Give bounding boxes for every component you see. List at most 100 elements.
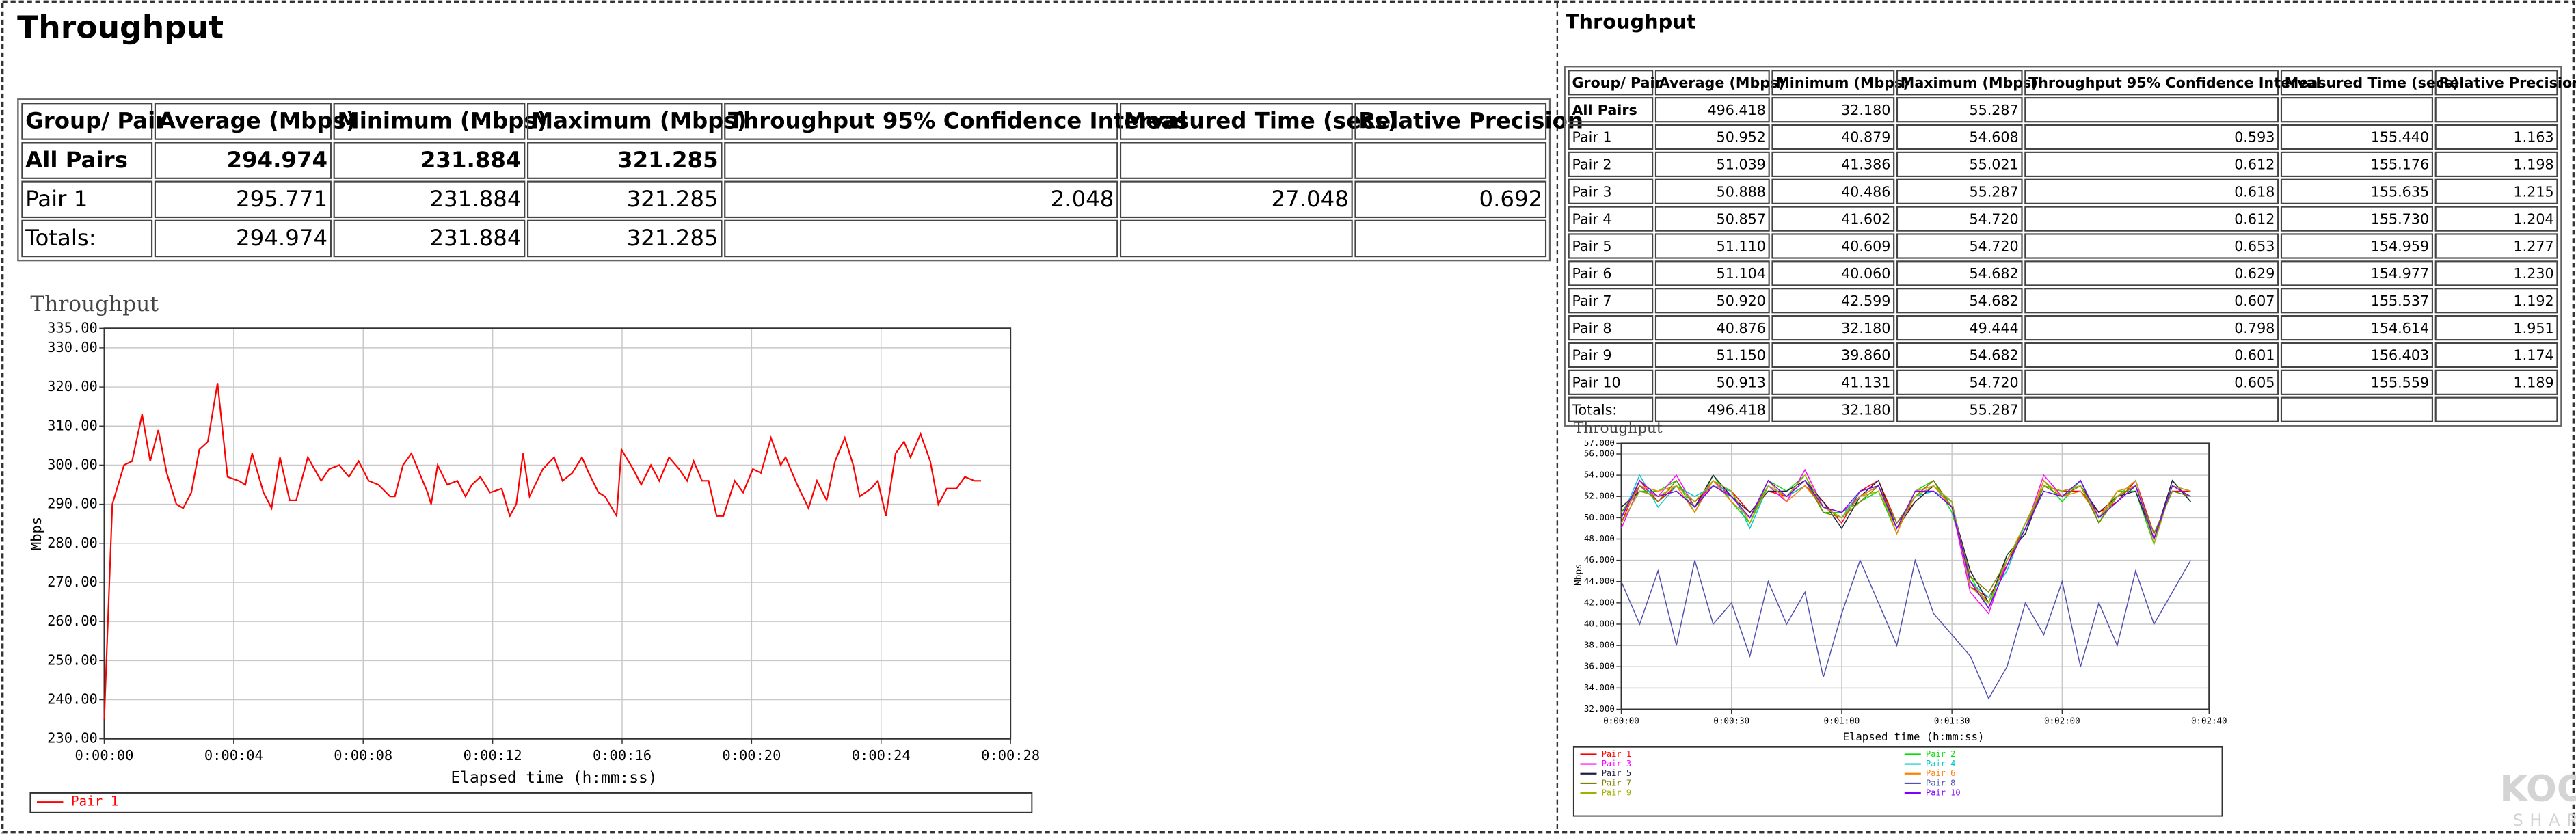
table-cell-text: 1.174 — [2514, 347, 2554, 364]
table-cell — [1354, 103, 1547, 140]
y-axis-label: Mbps — [28, 517, 44, 550]
table-cell-text: Totals: — [1571, 401, 1617, 418]
table-cell — [2024, 97, 2279, 123]
table-cell — [154, 103, 332, 140]
x-tick-label: 0:00:12 — [464, 747, 522, 764]
table-cell — [2280, 288, 2433, 314]
legend-box — [1572, 746, 2223, 817]
table-cell — [1654, 70, 1770, 96]
x-tick-label: 0:00:24 — [852, 747, 911, 764]
table-cell-text: 51.150 — [1717, 347, 1766, 364]
chart-title: Throughput — [30, 292, 159, 317]
table-cell — [1771, 97, 1895, 123]
plot-border — [1620, 442, 2210, 710]
y-tick-label: 52.000 — [1584, 491, 1615, 501]
table-cell — [526, 142, 723, 179]
y-tick-label: 300.00 — [47, 456, 98, 472]
table-header: Relative Precision — [2439, 75, 2576, 91]
table-cell-text: Pair 3 — [1572, 183, 1611, 200]
table-cell — [526, 103, 723, 140]
legend-label: Pair 4 — [1926, 759, 1955, 768]
table-cell — [1654, 369, 1770, 395]
series-line — [1620, 479, 2191, 610]
table-cell-text: 40.060 — [1841, 265, 1890, 282]
table-cell-text: 321.285 — [627, 186, 719, 212]
table-cell-text: 55.287 — [1969, 183, 2018, 200]
table-cell — [2434, 97, 2558, 123]
y-tick-label: 330.00 — [47, 339, 98, 355]
table-cell — [2434, 260, 2558, 286]
table-cell-text: 294.974 — [226, 147, 327, 173]
table-cell — [2280, 206, 2433, 232]
table-cell-text: 41.131 — [1841, 375, 1890, 391]
table-cell-text: 54.720 — [1969, 211, 2018, 227]
x-tick-label: 0:00:08 — [334, 747, 392, 764]
watermark: SHARE — [2513, 811, 2576, 830]
legend-box — [29, 792, 1033, 813]
table-cell-text: 156.403 — [2371, 347, 2429, 364]
table-cell — [2024, 314, 2279, 341]
table-cell-text: Totals: — [25, 225, 96, 251]
table-cell — [2280, 314, 2433, 341]
table-cell-text: 295.771 — [236, 186, 327, 212]
table-cell-text: Pair 9 — [1572, 347, 1611, 364]
table-cell — [1896, 124, 2023, 150]
table-cell — [2024, 206, 2279, 232]
plot-area — [103, 327, 1012, 740]
table-cell — [1119, 219, 1353, 258]
table-cell — [2024, 70, 2279, 96]
y-tick-label: 270.00 — [47, 574, 98, 590]
table-cell-text: 55.287 — [1969, 102, 2018, 118]
y-tick-label: 42.000 — [1584, 597, 1615, 607]
table-cell-text: 1.198 — [2514, 157, 2554, 173]
table-cell — [2280, 124, 2433, 150]
legend-label: Pair 9 — [1602, 788, 1631, 798]
x-tick-label: 0:02:00 — [2044, 715, 2080, 725]
table-cell — [1896, 70, 2023, 96]
table-header: Group/ Pair — [1572, 75, 1662, 91]
y-tick-label: 250.00 — [47, 651, 98, 668]
table-header: Throughput 95% Confidence Interval — [2028, 75, 2321, 91]
table-cell — [1354, 180, 1547, 219]
table-cell — [2434, 70, 2558, 96]
table-cell-text: 39.860 — [1841, 347, 1890, 364]
y-tick-label: 290.00 — [47, 496, 98, 512]
legend-label: Pair 6 — [1926, 768, 1955, 778]
table-cell-text: Pair 1 — [1572, 129, 1611, 146]
table-cell — [1771, 369, 1895, 395]
table-cell — [1568, 124, 1654, 150]
table-cell — [333, 180, 526, 219]
table-cell — [1568, 97, 1654, 123]
x-tick-label: 0:00:16 — [593, 747, 652, 764]
table-cell-text: 50.888 — [1717, 183, 1766, 200]
x-tick-label: 0:00:20 — [722, 747, 781, 764]
table-cell — [1654, 288, 1770, 314]
table-cell — [333, 142, 526, 179]
table-cell-text: 50.857 — [1717, 211, 1766, 227]
x-tick-label: 0:01:00 — [1824, 715, 1860, 725]
table-cell — [2024, 342, 2279, 368]
table-cell-text: 155.537 — [2371, 293, 2429, 309]
table-cell — [526, 180, 723, 219]
table-cell — [2434, 151, 2558, 178]
table-cell — [1568, 260, 1654, 286]
table-cell-text: 155.730 — [2371, 211, 2429, 227]
table-cell — [1654, 151, 1770, 178]
table-frame — [17, 98, 1551, 262]
table-cell — [1896, 260, 2023, 286]
y-tick-label: 230.00 — [47, 730, 98, 746]
legend-label: Pair 1 — [1602, 749, 1631, 759]
table-cell — [724, 180, 1118, 219]
watermark: KOOL — [2499, 768, 2576, 810]
table-cell — [2280, 178, 2433, 204]
table-cell-text: 154.977 — [2371, 265, 2429, 282]
table-cell-text: 55.021 — [1969, 157, 2018, 173]
table-cell — [1896, 369, 2023, 395]
table-header: Group/ Pair — [25, 108, 166, 134]
table-cell — [1568, 178, 1654, 204]
table-cell-text: 155.176 — [2371, 157, 2429, 173]
table-cell-text: 155.559 — [2371, 375, 2429, 391]
table-cell — [21, 180, 153, 219]
table-cell — [724, 103, 1118, 140]
